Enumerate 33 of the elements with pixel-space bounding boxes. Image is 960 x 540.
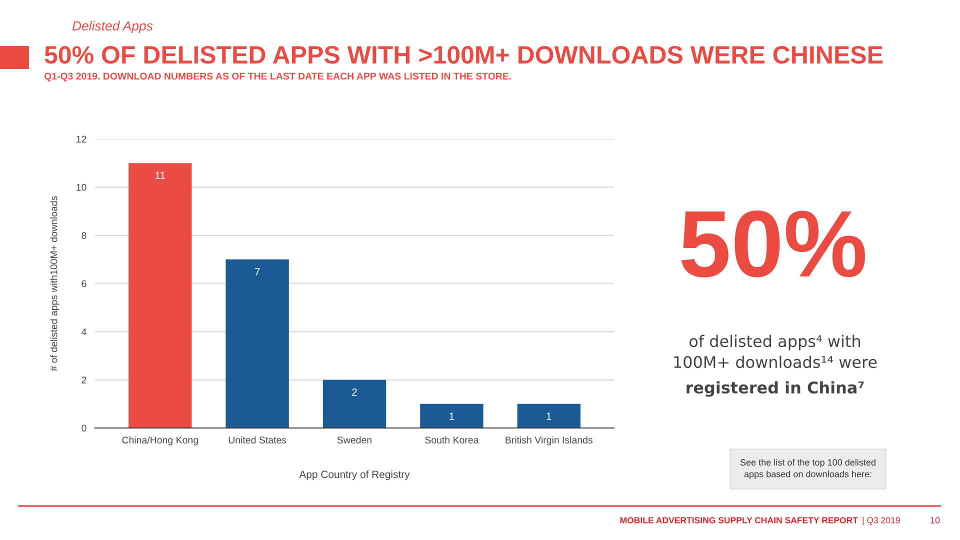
text: 10 [930,517,940,524]
y-tick-label: 10 [76,184,86,191]
y-axis-title: # of delisted apps with100M+ downloads [50,196,60,372]
data-label: 1 [546,412,552,420]
y-tick-label: 2 [82,376,86,384]
x-tick-label: United States [228,436,286,444]
chart-subtitle: Q1-Q3 2019. DOWNLOAD NUMBERS AS OF THE LAST DATE EACH APP WAS LISTED IN THE STORE. [44,72,511,82]
text: See the list of the top 100 delisted apps based on downloads here: [740,458,876,480]
x-tick-label: British Virgin Islands [506,436,592,446]
y-tick-label: 8 [82,232,86,239]
chart-title: 50% OF DELISTED APPS WITH >100M+ DOWNLOADS WERE CHINESE [44,46,882,64]
y-tick-label: 12 [76,136,86,143]
x-axis-title: App Country of Registry [299,470,410,480]
data-label: 1 [450,412,454,420]
bar [128,163,192,428]
y-tick-label: 0 [82,424,86,432]
bar [420,404,484,428]
text: Delisted Apps [72,20,153,34]
bar [226,259,289,428]
text: 50% [681,210,866,278]
bar [322,380,386,428]
bar [517,404,580,428]
x-tick-label: China/Hong Kong [122,436,198,446]
text: | Q3 2019 [862,516,900,526]
data-label: 11 [156,172,166,179]
data-label: 2 [352,388,357,396]
y-tick-label: 4 [81,328,86,336]
y-tick-label: 6 [82,280,86,288]
text: registered in China⁷ [686,381,864,397]
data-label: 7 [254,268,260,276]
text: MOBILE ADVERTISING SUPPLY CHAIN SAFETY REPORT [620,517,858,524]
x-tick-label: Sweden [337,436,372,444]
x-tick-label: South Korea [425,436,479,444]
